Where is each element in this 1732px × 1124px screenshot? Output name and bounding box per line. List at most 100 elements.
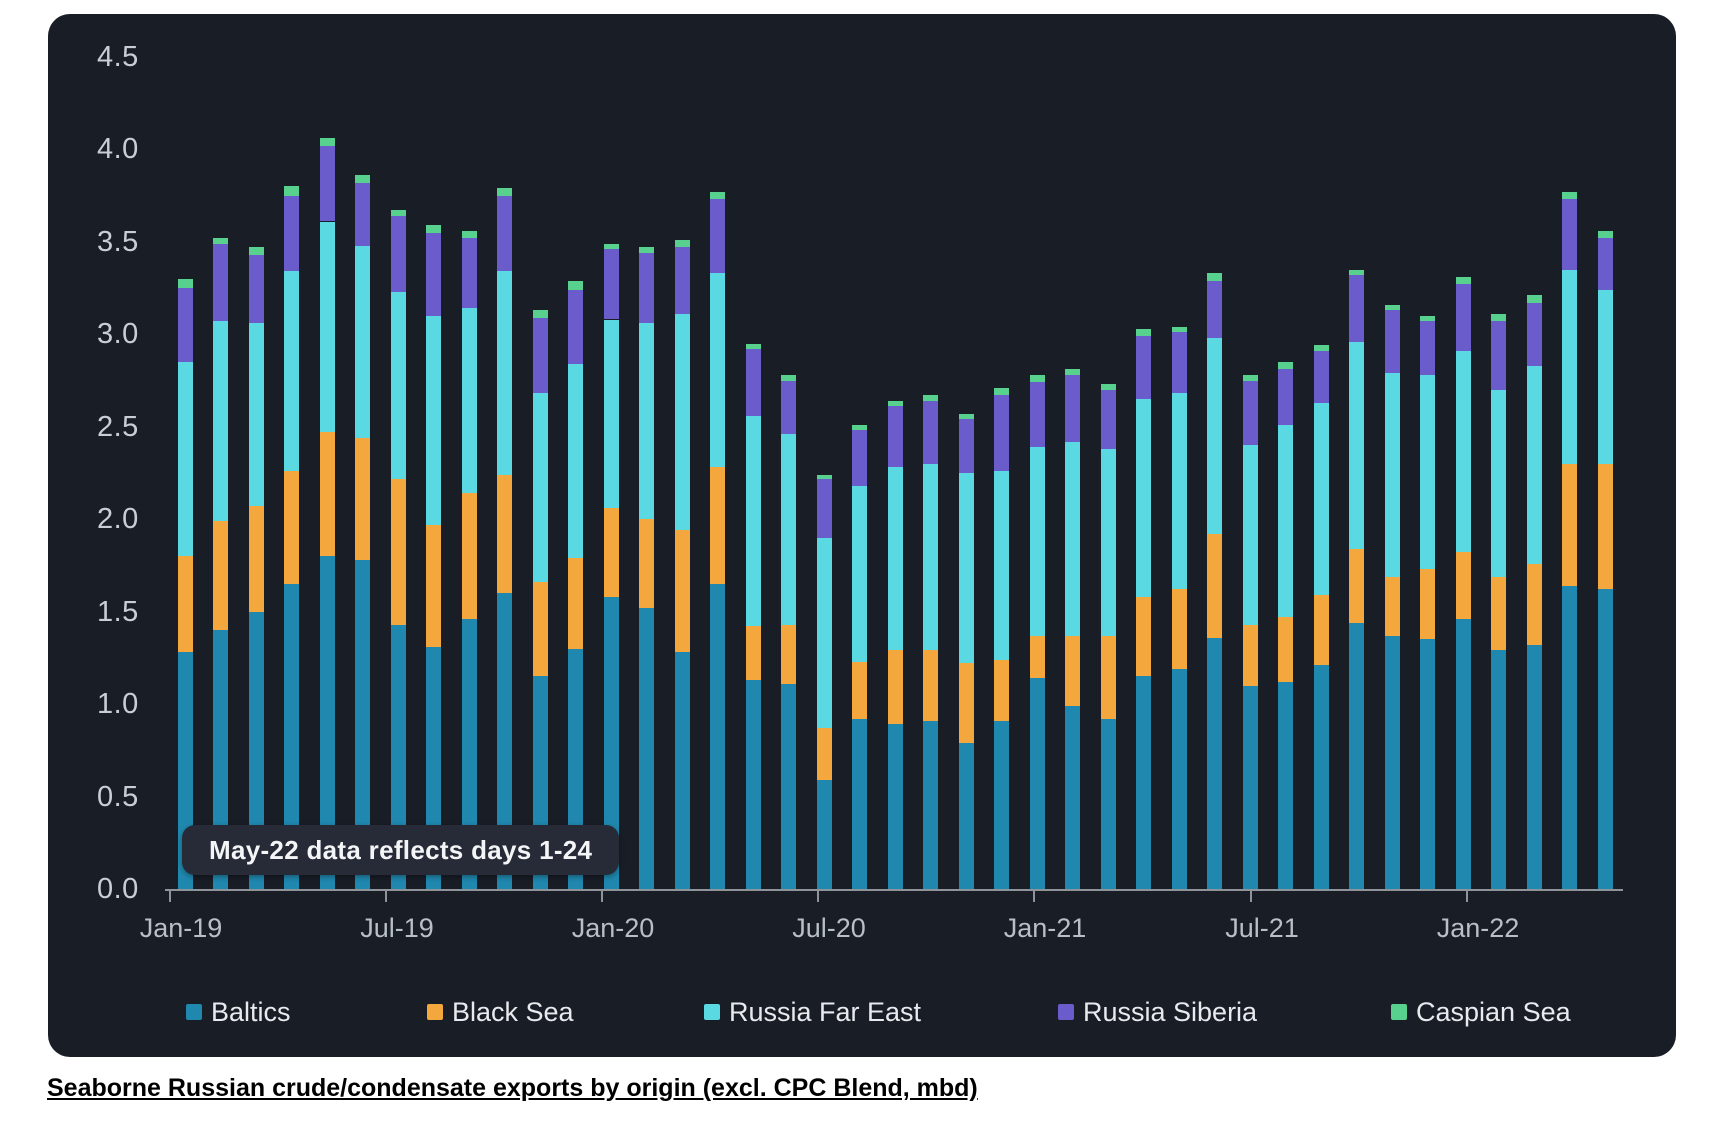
bar-segment-caspian-sea[interactable] [1100, 384, 1116, 390]
bar-segment-russia-far-east[interactable] [177, 362, 193, 557]
bar-segment-russia-siberia[interactable] [568, 289, 583, 364]
bar-segment-russia-far-east[interactable] [532, 393, 548, 583]
bar-segment-baltics[interactable] [1278, 681, 1293, 889]
bar-segment-black-sea[interactable] [497, 474, 512, 594]
bar-segment-caspian-sea[interactable] [1136, 328, 1151, 337]
bar-segment-black-sea[interactable] [816, 728, 832, 780]
bar-segment-caspian-sea[interactable] [639, 247, 654, 253]
bar-segment-russia-siberia[interactable] [497, 195, 512, 272]
bar-segment-russia-siberia[interactable] [1313, 350, 1329, 403]
bar-segment-caspian-sea[interactable] [994, 387, 1009, 396]
bar-segment-russia-siberia[interactable] [1100, 389, 1116, 449]
bar-segment-baltics[interactable] [1455, 619, 1471, 889]
bar-segment-black-sea[interactable] [781, 624, 796, 684]
bar-segment-black-sea[interactable] [1171, 589, 1187, 669]
bar-segment-russia-far-east[interactable] [1526, 365, 1542, 564]
bar-segment-russia-siberia[interactable] [958, 419, 974, 473]
bar-segment-russia-siberia[interactable] [1526, 302, 1542, 366]
bar-segment-caspian-sea[interactable] [1420, 315, 1435, 322]
bar-segment-russia-far-east[interactable] [355, 245, 370, 438]
bar-segment-baltics[interactable] [674, 652, 690, 889]
bar-segment-caspian-sea[interactable] [532, 310, 548, 318]
bar-segment-baltics[interactable] [816, 779, 832, 889]
bar-segment-black-sea[interactable] [887, 650, 903, 725]
bar-segment-baltics[interactable] [781, 683, 796, 889]
bar-segment-black-sea[interactable] [745, 626, 761, 681]
bar-segment-russia-far-east[interactable] [1313, 402, 1329, 595]
bar-segment-baltics[interactable] [923, 720, 938, 889]
bar-segment-russia-siberia[interactable] [284, 195, 299, 272]
bar-segment-russia-far-east[interactable] [1420, 374, 1435, 570]
bar-segment-black-sea[interactable] [1420, 569, 1435, 640]
bar-segment-russia-siberia[interactable] [1597, 238, 1613, 290]
bar-segment-baltics[interactable] [497, 593, 512, 889]
bar-segment-baltics[interactable] [745, 680, 761, 889]
bar-segment-russia-far-east[interactable] [923, 463, 938, 651]
bar-segment-caspian-sea[interactable] [248, 247, 264, 255]
bar-segment-baltics[interactable] [1313, 665, 1329, 889]
bar-segment-black-sea[interactable] [1349, 548, 1364, 623]
bar-segment-russia-far-east[interactable] [426, 315, 441, 525]
bar-segment-russia-far-east[interactable] [568, 363, 583, 559]
bar-segment-russia-siberia[interactable] [461, 238, 477, 309]
bar-segment-russia-siberia[interactable] [1242, 380, 1258, 446]
bar-segment-black-sea[interactable] [639, 519, 654, 608]
bar-segment-baltics[interactable] [887, 724, 903, 889]
bar-segment-russia-far-east[interactable] [958, 472, 974, 664]
bar-segment-black-sea[interactable] [958, 663, 974, 743]
bar-segment-baltics[interactable] [603, 596, 619, 889]
bar-segment-russia-siberia[interactable] [1278, 369, 1293, 425]
bar-segment-russia-far-east[interactable] [248, 323, 264, 507]
bar-segment-black-sea[interactable] [1242, 624, 1258, 686]
bar-segment-russia-far-east[interactable] [1136, 399, 1151, 597]
bar-segment-russia-far-east[interactable] [745, 415, 761, 627]
bar-segment-caspian-sea[interactable] [603, 243, 619, 250]
bar-segment-black-sea[interactable] [1029, 635, 1045, 679]
bar-segment-caspian-sea[interactable] [1597, 230, 1613, 239]
bar-segment-russia-far-east[interactable] [461, 308, 477, 494]
bar-segment-russia-siberia[interactable] [1384, 310, 1400, 374]
bar-segment-russia-far-east[interactable] [887, 467, 903, 651]
bar-segment-russia-far-east[interactable] [1278, 424, 1293, 618]
bar-segment-caspian-sea[interactable] [568, 280, 583, 290]
bar-segment-black-sea[interactable] [852, 661, 867, 719]
bar-segment-baltics[interactable] [1207, 637, 1222, 889]
bar-segment-caspian-sea[interactable] [319, 138, 335, 146]
bar-segment-baltics[interactable] [852, 718, 867, 889]
bar-segment-black-sea[interactable] [1313, 595, 1329, 666]
bar-segment-black-sea[interactable] [1065, 635, 1080, 706]
bar-segment-black-sea[interactable] [1455, 552, 1471, 620]
bar-segment-black-sea[interactable] [177, 556, 193, 653]
bar-segment-russia-far-east[interactable] [994, 471, 1009, 660]
bar-segment-caspian-sea[interactable] [852, 424, 867, 431]
bar-segment-caspian-sea[interactable] [213, 238, 228, 244]
bar-segment-black-sea[interactable] [213, 521, 228, 631]
bar-segment-baltics[interactable] [1420, 639, 1435, 889]
bar-segment-russia-siberia[interactable] [1420, 321, 1435, 375]
bar-segment-caspian-sea[interactable] [1526, 295, 1542, 303]
bar-segment-russia-siberia[interactable] [887, 406, 903, 468]
bar-segment-black-sea[interactable] [319, 432, 335, 557]
bar-segment-russia-far-east[interactable] [1384, 373, 1400, 577]
bar-segment-black-sea[interactable] [284, 471, 299, 584]
bar-segment-caspian-sea[interactable] [1491, 313, 1506, 322]
bar-segment-caspian-sea[interactable] [887, 400, 903, 407]
bar-segment-baltics[interactable] [1562, 585, 1577, 889]
bar-segment-caspian-sea[interactable] [1242, 374, 1258, 381]
bar-segment-russia-far-east[interactable] [816, 537, 832, 729]
bar-segment-russia-siberia[interactable] [213, 243, 228, 322]
bar-segment-russia-siberia[interactable] [1562, 199, 1577, 270]
bar-segment-black-sea[interactable] [1207, 533, 1222, 638]
bar-segment-black-sea[interactable] [1491, 576, 1506, 651]
bar-segment-russia-far-east[interactable] [319, 221, 335, 433]
bar-segment-baltics[interactable] [390, 624, 406, 889]
legend-item-black-sea[interactable]: Black Sea [427, 996, 574, 1028]
bar-segment-baltics[interactable] [461, 619, 477, 889]
bar-segment-baltics[interactable] [1384, 635, 1400, 889]
bar-segment-black-sea[interactable] [568, 558, 583, 649]
bar-segment-caspian-sea[interactable] [1455, 276, 1471, 285]
bar-segment-baltics[interactable] [958, 742, 974, 889]
bar-segment-black-sea[interactable] [248, 506, 264, 612]
bar-segment-russia-far-east[interactable] [1349, 341, 1364, 549]
legend-item-russia-siberia[interactable]: Russia Siberia [1058, 996, 1257, 1028]
